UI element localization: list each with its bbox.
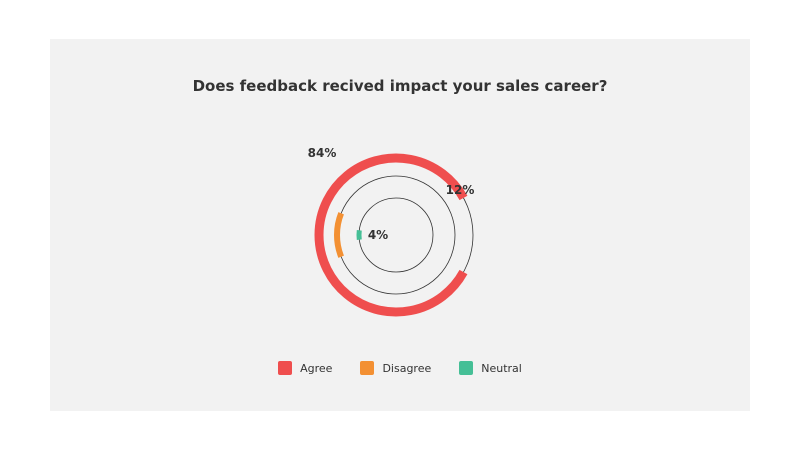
chart-panel: Does feedback recived impact your sales … xyxy=(50,39,750,411)
value-label-agree: 84% xyxy=(308,146,337,160)
legend-swatch-agree xyxy=(278,361,293,375)
chart-arcs xyxy=(314,153,468,317)
legend-label-disagree: Disagree xyxy=(382,361,432,375)
legend-item-agree: Agree xyxy=(278,361,332,375)
value-label-neutral: 4% xyxy=(368,228,388,242)
legend-swatch-neutral xyxy=(459,361,474,375)
legend-item-disagree: Disagree xyxy=(360,361,431,375)
legend-label-neutral: Neutral xyxy=(481,361,522,375)
chart-value-labels: 84% 12% 4% xyxy=(308,146,475,242)
legend-label-agree: Agree xyxy=(300,361,333,375)
value-label-disagree: 12% xyxy=(446,183,475,197)
legend-item-neutral: Neutral xyxy=(459,361,522,375)
arc-disagree xyxy=(334,212,344,258)
legend-swatch-disagree xyxy=(360,361,375,375)
radial-chart: 84% 12% 4% xyxy=(308,146,475,317)
track-ring-disagree xyxy=(336,175,456,295)
chart-legend: Agree Disagree Neutral xyxy=(50,361,750,375)
chart-title: Does feedback recived impact your sales … xyxy=(192,77,608,95)
arc-agree xyxy=(314,153,468,317)
